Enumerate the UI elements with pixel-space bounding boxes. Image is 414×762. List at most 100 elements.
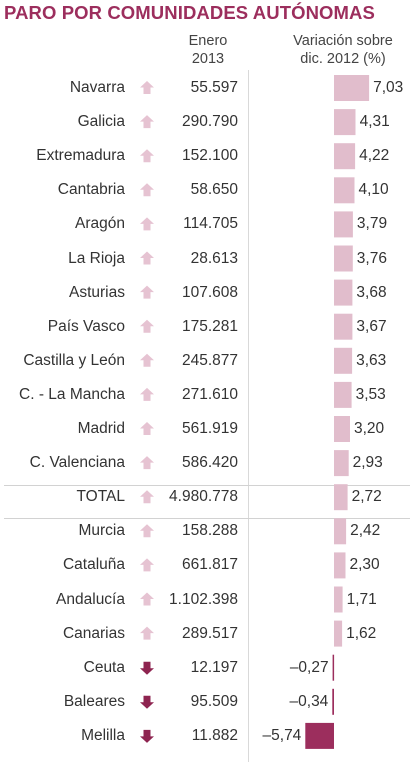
variation-label: 3,63	[356, 351, 387, 369]
region-label: Madrid	[77, 420, 125, 437]
variation-label: 3,79	[356, 215, 388, 233]
variation-label: 7,03	[373, 79, 404, 96]
variation-label: 2,72	[351, 488, 382, 506]
region-label: Canarias	[62, 624, 125, 642]
bar	[334, 143, 356, 170]
region-label: Aragón	[75, 215, 125, 233]
arrow-up-icon	[140, 183, 154, 197]
variation-label: 4,31	[359, 113, 390, 131]
bar	[334, 245, 353, 272]
bar	[334, 381, 352, 408]
unemployment-value: 661.817	[181, 556, 238, 574]
variation-label: 2,30	[349, 556, 380, 574]
arrow-down-icon	[140, 661, 154, 675]
bar	[334, 484, 348, 511]
arrow-up-icon	[140, 81, 154, 94]
separator-line-top	[4, 485, 410, 486]
arrow-up-icon	[140, 149, 154, 163]
arrow-up-icon	[140, 422, 154, 435]
column-header-variation: Variación sobre dic. 2012 (%)	[272, 32, 414, 68]
unemployment-value: 58.650	[190, 181, 238, 199]
region-label: Castilla y León	[23, 351, 125, 369]
unemployment-value: 152.100	[181, 147, 238, 165]
variation-label: –0,27	[289, 658, 329, 676]
arrow-up-icon	[140, 592, 154, 606]
unemployment-value: 289.517	[181, 624, 238, 642]
column-header-month: Enero 2013	[176, 32, 240, 68]
unemployment-value: 586.420	[181, 454, 238, 472]
bar	[332, 688, 334, 715]
bar	[334, 586, 343, 613]
unemployment-value: 107.608	[181, 283, 238, 301]
region-label: TOTAL	[76, 488, 125, 506]
arrow-up-icon	[140, 353, 154, 367]
bar	[334, 450, 349, 477]
region-label: Navarra	[69, 79, 125, 96]
region-label: C. - La Mancha	[19, 385, 125, 403]
chart-title: PARO POR COMUNIDADES AUTÓNOMAS	[4, 2, 375, 23]
unemployment-value: 12.197	[190, 658, 238, 676]
column-header-variation-line1: Variación sobre	[293, 33, 393, 49]
unemployment-value: 11.882	[191, 726, 238, 744]
column-header-month-line1: Enero	[188, 33, 228, 49]
variation-label: 1,71	[346, 590, 377, 608]
bar	[334, 347, 353, 374]
column-header-variation-line2: dic. 2012 (%)	[300, 51, 386, 67]
arrow-up-icon	[140, 251, 154, 265]
unemployment-value: 245.877	[181, 351, 238, 369]
unemployment-value: 158.288	[181, 522, 238, 540]
region-label: Cantabria	[57, 181, 125, 199]
variation-label: 3,68	[356, 283, 387, 301]
region-label: Andalucía	[56, 590, 125, 608]
unemployment-value: 271.610	[181, 385, 238, 403]
region-label: Galicia	[77, 113, 125, 131]
region-label: Cataluña	[62, 556, 125, 574]
region-label: País Vasco	[47, 317, 125, 335]
region-label: Ceuta	[83, 658, 125, 676]
bar	[305, 722, 334, 749]
arrow-down-icon	[140, 729, 154, 743]
region-label: Baleares	[63, 692, 125, 710]
variation-label: 3,76	[356, 249, 387, 267]
unemployment-value: 1.102.398	[169, 590, 238, 608]
arrow-up-icon	[140, 626, 154, 640]
variation-label: 1,62	[346, 624, 377, 642]
unemployment-value: 114.705	[183, 215, 238, 233]
bar	[334, 620, 343, 647]
arrow-up-icon	[140, 285, 154, 299]
unemployment-value: 175.281	[181, 317, 238, 335]
variation-label: 3,20	[354, 420, 385, 437]
region-label: Asturias	[69, 283, 125, 301]
zero-axis-line	[248, 70, 249, 762]
bar	[334, 177, 355, 204]
arrow-up-icon	[140, 490, 154, 504]
column-header-month-line2: 2013	[191, 51, 225, 67]
arrow-up-icon	[140, 387, 154, 401]
unemployment-value: 95.509	[190, 692, 238, 710]
arrow-up-icon	[140, 319, 154, 333]
unemployment-value: 561.919	[181, 420, 238, 437]
region-label: Melilla	[81, 726, 125, 744]
region-label: La Rioja	[68, 249, 125, 267]
bar	[334, 416, 350, 442]
variation-label: 2,42	[350, 522, 381, 540]
bar	[334, 75, 370, 101]
bar	[334, 313, 353, 340]
region-label: C. Valenciana	[29, 454, 125, 472]
arrow-up-icon	[140, 115, 154, 129]
bar	[334, 109, 356, 136]
variation-label: 3,53	[355, 385, 386, 403]
bar	[334, 552, 346, 579]
arrow-down-icon	[140, 695, 154, 709]
variation-label: –0,34	[289, 692, 329, 710]
unemployment-value: 4.980.778	[169, 488, 238, 506]
bar	[332, 654, 335, 681]
arrow-up-icon	[140, 524, 154, 538]
bar	[334, 518, 347, 545]
arrow-up-icon	[140, 456, 154, 470]
arrow-up-icon	[140, 558, 154, 572]
variation-label: –5,74	[262, 726, 302, 744]
variation-label: 4,10	[358, 181, 389, 199]
arrow-up-icon	[140, 217, 154, 231]
